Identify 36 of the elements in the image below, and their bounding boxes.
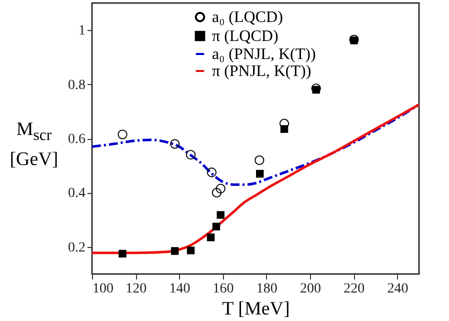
point: [254, 155, 264, 165]
point: [186, 150, 196, 160]
point: [206, 168, 217, 178]
point: [256, 170, 264, 178]
line-series: [90, 103, 420, 186]
y-tick-label: 0.4: [68, 186, 86, 202]
point: [216, 211, 224, 219]
legend-label: π (LQCD): [212, 28, 278, 45]
point: [280, 125, 288, 133]
point: [170, 247, 179, 255]
x-tick-label: 240: [387, 282, 408, 296]
x-tick-label: 200: [300, 282, 321, 296]
x-tick-label: 220: [344, 282, 365, 296]
x-tick-label: 120: [126, 282, 147, 296]
point: [216, 184, 226, 194]
legend-label: π (PNJL, K(T)): [212, 63, 312, 80]
point: [212, 188, 222, 198]
point: [206, 234, 215, 242]
x-tick-label: 100: [92, 282, 114, 296]
y-tick-label: 1: [78, 24, 86, 39]
y-axis-title: M$_{scr}$ [GeV]: [8, 118, 60, 172]
y-tick-label: 0.6: [68, 132, 86, 147]
point: [186, 246, 195, 254]
point: [118, 250, 126, 258]
legend-label: a₀ (PNJL, K(T)): [212, 46, 316, 63]
point: [212, 222, 220, 230]
y-tick-label: 0.2: [68, 240, 86, 256]
point: [118, 130, 128, 140]
line-series: [90, 103, 420, 254]
x-axis-title: T [MeV]: [222, 298, 290, 320]
y-tick-label: 0.8: [68, 78, 86, 93]
x-tick-label: 180: [256, 282, 278, 296]
point: [170, 139, 180, 149]
x-tick-label: 140: [169, 282, 190, 296]
legend-label: a₀ (LQCD): [212, 9, 283, 26]
x-tick-label: 160: [212, 282, 234, 296]
